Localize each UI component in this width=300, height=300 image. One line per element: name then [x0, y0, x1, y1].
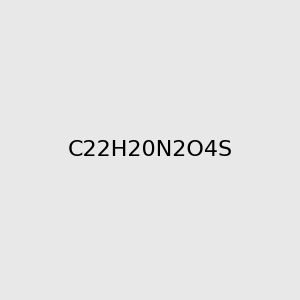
- Text: C22H20N2O4S: C22H20N2O4S: [68, 140, 232, 160]
